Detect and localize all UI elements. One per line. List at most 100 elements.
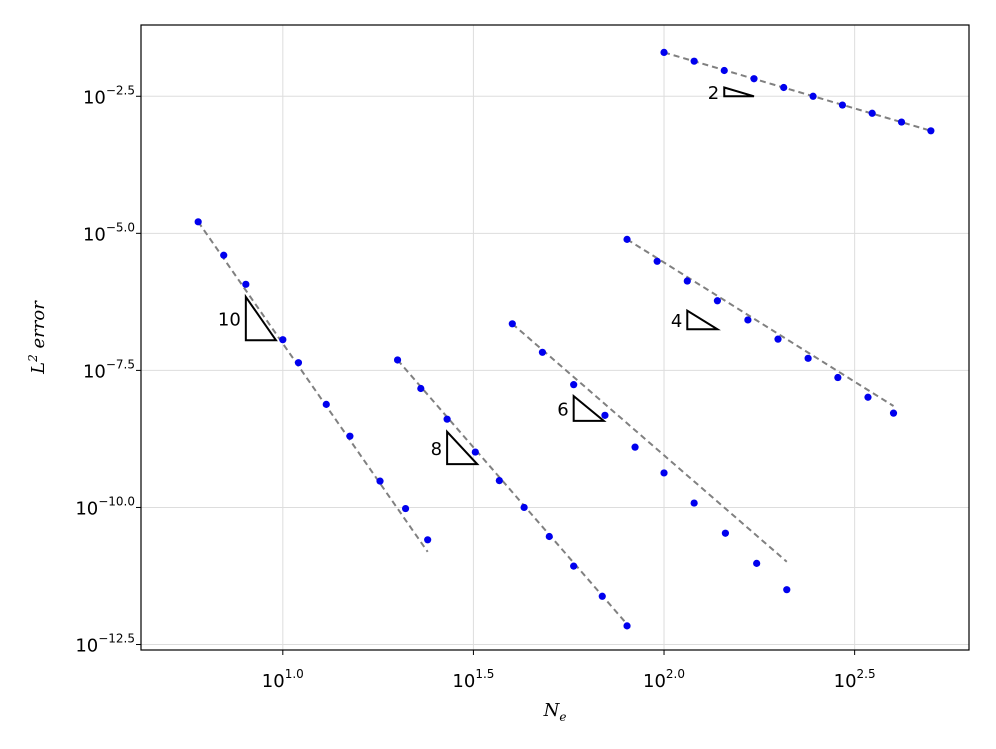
slope-triangle-4 bbox=[686, 308, 721, 331]
data-point-order-6 bbox=[783, 586, 791, 594]
data-point-order-8 bbox=[545, 532, 553, 541]
data-point-order-6 bbox=[631, 443, 639, 451]
data-point-order-4 bbox=[713, 297, 721, 305]
data-point-order-8 bbox=[495, 476, 503, 485]
fit-line-order-2 bbox=[663, 51, 932, 132]
data-point-order-10 bbox=[279, 336, 287, 344]
data-point-order-4 bbox=[864, 393, 872, 401]
data-point-order-6 bbox=[690, 499, 698, 507]
y-tick-label: 10−2.5 bbox=[83, 83, 135, 108]
data-point-order-8 bbox=[598, 592, 606, 600]
grid bbox=[141, 25, 969, 650]
data-point-order-10 bbox=[346, 432, 354, 440]
tick-labels: 101.0 101.5 102.0 102.510−2.510−5.010−7.510… bbox=[75, 83, 875, 692]
data-point-order-4 bbox=[889, 409, 898, 417]
data-point-order-2 bbox=[750, 75, 758, 83]
data-point-order-8 bbox=[570, 562, 578, 570]
slope-triangle-8 bbox=[446, 429, 480, 466]
data-point-order-2 bbox=[720, 66, 728, 75]
y-tick-label: 10−5.0 bbox=[83, 220, 135, 245]
y-tick-label: 10−10.0 bbox=[75, 494, 135, 519]
y-axis-label-superscript: 2 bbox=[26, 354, 40, 363]
data-point-order-2 bbox=[660, 48, 668, 57]
data-point-order-4 bbox=[804, 354, 812, 362]
y-tick-base: 10 bbox=[83, 224, 106, 245]
x-tick-exponent: 1.5 bbox=[475, 667, 494, 681]
y-tick-exponent: −12.5 bbox=[98, 632, 135, 646]
data-points bbox=[194, 48, 935, 630]
data-point-order-10 bbox=[194, 218, 202, 226]
data-point-order-6 bbox=[508, 320, 516, 328]
data-point-order-6 bbox=[538, 348, 547, 356]
x-tick-label: 101.5 bbox=[452, 667, 494, 692]
plot-frame bbox=[140, 24, 970, 651]
data-point-order-4 bbox=[683, 277, 691, 285]
y-axis-label-base: L bbox=[28, 362, 49, 375]
y-tick-base: 10 bbox=[75, 498, 98, 519]
slope-label-4: 4 bbox=[671, 311, 682, 332]
y-tick-base: 10 bbox=[83, 361, 106, 382]
slope-triangle-10 bbox=[244, 293, 278, 342]
data-point-order-10 bbox=[322, 400, 330, 408]
slope-label-8: 8 bbox=[431, 439, 442, 460]
y-tick-label: 10−7.5 bbox=[83, 357, 135, 382]
x-tick-base: 10 bbox=[834, 671, 857, 692]
data-point-order-2 bbox=[927, 127, 935, 135]
x-axis-label: Ne bbox=[543, 700, 567, 724]
x-tick-base: 10 bbox=[262, 671, 285, 692]
data-point-order-2 bbox=[897, 118, 906, 126]
x-tick-exponent: 2.0 bbox=[666, 667, 685, 681]
slope-label-10: 10 bbox=[218, 310, 241, 331]
slope-label-6: 6 bbox=[557, 399, 568, 420]
data-point-order-2 bbox=[838, 101, 847, 109]
data-point-order-4 bbox=[774, 335, 782, 343]
data-point-order-8 bbox=[417, 384, 425, 393]
data-point-order-8 bbox=[471, 448, 479, 456]
data-point-order-10 bbox=[376, 477, 384, 485]
data-point-order-2 bbox=[690, 57, 698, 65]
data-point-order-2 bbox=[868, 109, 876, 117]
fit-line-order-4 bbox=[626, 238, 895, 407]
data-point-order-10 bbox=[424, 536, 432, 544]
slope-label-2: 2 bbox=[708, 83, 719, 104]
fit-line-order-6 bbox=[511, 323, 788, 563]
fit-line-order-10 bbox=[197, 221, 429, 553]
y-tick-exponent: −2.5 bbox=[106, 83, 135, 97]
y-tick-exponent: −7.5 bbox=[106, 357, 135, 371]
data-point-order-10 bbox=[220, 251, 228, 259]
x-tick-label: 101.0 bbox=[262, 667, 304, 692]
y-tick-exponent: −10.0 bbox=[98, 494, 135, 508]
data-point-order-8 bbox=[443, 415, 451, 423]
slope-triangle-6 bbox=[572, 394, 607, 422]
data-point-order-6 bbox=[721, 529, 730, 537]
data-point-order-6 bbox=[660, 469, 668, 477]
y-tick-label: 10−12.5 bbox=[75, 632, 135, 657]
x-axis-label-subscript: e bbox=[559, 710, 566, 724]
x-tick-exponent: 2.5 bbox=[857, 667, 876, 681]
data-point-order-10 bbox=[401, 504, 410, 513]
data-point-order-4 bbox=[744, 316, 752, 324]
data-point-order-4 bbox=[834, 373, 842, 382]
x-tick-base: 10 bbox=[452, 671, 475, 692]
y-axis-label: L2 error bbox=[26, 300, 49, 375]
data-point-order-8 bbox=[623, 622, 631, 630]
x-tick-label: 102.0 bbox=[643, 667, 685, 692]
data-point-order-8 bbox=[393, 356, 402, 364]
data-point-order-10 bbox=[242, 280, 250, 288]
y-tick-base: 10 bbox=[83, 87, 106, 108]
data-point-order-2 bbox=[809, 92, 817, 100]
fit-lines bbox=[197, 51, 932, 625]
data-point-order-2 bbox=[780, 83, 788, 92]
data-point-order-8 bbox=[520, 503, 528, 512]
y-axis-label-rest: error bbox=[28, 300, 49, 354]
data-point-order-4 bbox=[623, 235, 631, 243]
x-tick-base: 10 bbox=[643, 671, 666, 692]
y-tick-exponent: −5.0 bbox=[106, 220, 135, 234]
slope-triangles: 10 8 6 4 2 bbox=[218, 83, 755, 466]
x-tick-label: 102.5 bbox=[834, 667, 876, 692]
x-tick-exponent: 1.0 bbox=[285, 667, 304, 681]
data-point-order-6 bbox=[753, 559, 761, 567]
data-point-order-10 bbox=[294, 359, 303, 367]
